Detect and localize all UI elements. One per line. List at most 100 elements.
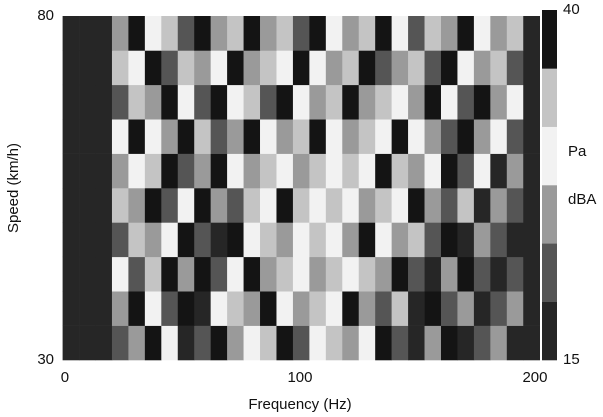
- colorbar-swatch: [542, 68, 557, 127]
- heat-cell: [128, 119, 146, 154]
- heat-cell: [161, 256, 179, 292]
- heat-cell: [342, 256, 360, 292]
- heat-cell: [424, 16, 442, 51]
- heat-cell: [523, 84, 540, 120]
- heat-cell: [408, 153, 425, 189]
- heat-cell: [391, 256, 409, 292]
- heat-cell: [161, 325, 179, 361]
- heat-cell: [325, 119, 343, 154]
- heat-cell: [523, 50, 540, 86]
- heat-cell: [523, 16, 540, 51]
- heat-cell: [523, 325, 540, 361]
- heat-cell: [276, 50, 294, 86]
- colorbar-label: Pa: [568, 143, 587, 160]
- heat-cell: [490, 119, 508, 154]
- heat-cell: [210, 119, 228, 154]
- heat-cell: [95, 325, 113, 361]
- heat-cell: [79, 16, 96, 51]
- colorbar-swatch: [542, 243, 557, 302]
- heat-cell: [358, 222, 376, 258]
- heat-cell: [342, 16, 360, 51]
- heat-cell: [194, 119, 211, 154]
- heat-cell: [391, 50, 409, 86]
- heat-cell: [424, 325, 442, 361]
- heat-cell: [375, 50, 392, 86]
- heat-cell: [144, 50, 162, 86]
- heat-cell: [440, 256, 458, 292]
- heat-cell: [210, 188, 228, 223]
- heat-cell: [490, 188, 508, 223]
- heat-cell: [111, 16, 129, 51]
- heat-cell: [309, 16, 327, 51]
- x-tick-label: 200: [522, 369, 547, 386]
- heat-cell: [490, 153, 508, 189]
- heat-cell: [342, 119, 360, 154]
- heat-cell: [292, 119, 310, 154]
- heat-cell: [243, 16, 261, 51]
- heat-cell: [457, 188, 475, 223]
- heat-cell: [243, 50, 261, 86]
- heat-cell: [440, 291, 458, 326]
- heat-cell: [111, 119, 129, 154]
- heat-cell: [111, 50, 129, 86]
- heat-cell: [177, 153, 195, 189]
- heat-cell: [440, 325, 458, 361]
- heat-cell: [161, 188, 179, 223]
- heat-cell: [227, 188, 244, 223]
- heat-cell: [358, 16, 376, 51]
- heat-cell: [506, 119, 524, 154]
- heat-cell: [260, 84, 277, 120]
- heat-cell: [391, 222, 409, 258]
- heat-cell: [62, 222, 80, 258]
- colorbar-tick-label: 40: [563, 1, 580, 18]
- heat-cell: [391, 188, 409, 223]
- heat-cell: [210, 153, 228, 189]
- heat-cell: [161, 119, 179, 154]
- heat-cell: [424, 119, 442, 154]
- heat-cell: [358, 153, 376, 189]
- heat-cell: [95, 256, 113, 292]
- heat-cell: [391, 16, 409, 51]
- heat-cell: [457, 16, 475, 51]
- heat-cell: [506, 84, 524, 120]
- heat-cell: [260, 256, 277, 292]
- heat-cell: [210, 256, 228, 292]
- x-tick-label: 100: [287, 369, 312, 386]
- heat-cell: [473, 222, 491, 258]
- heat-cell: [325, 188, 343, 223]
- heat-cell: [128, 16, 146, 51]
- heat-cell: [342, 50, 360, 86]
- heat-cell: [62, 325, 80, 361]
- heat-cell: [523, 256, 540, 292]
- heat-cell: [408, 222, 425, 258]
- heat-cell: [490, 291, 508, 326]
- heat-cell: [408, 256, 425, 292]
- heat-cell: [375, 222, 392, 258]
- heat-cell: [309, 153, 327, 189]
- heat-cell: [243, 256, 261, 292]
- heat-cell: [227, 256, 244, 292]
- heat-cell: [391, 291, 409, 326]
- heat-cell: [210, 16, 228, 51]
- heat-cell: [506, 16, 524, 51]
- heat-cell: [111, 188, 129, 223]
- heat-cell: [177, 188, 195, 223]
- heat-cell: [144, 119, 162, 154]
- heat-cell: [408, 16, 425, 51]
- heat-cell: [111, 256, 129, 292]
- y-tick-label: 30: [37, 351, 54, 368]
- heat-cell: [309, 84, 327, 120]
- heat-cell: [227, 16, 244, 51]
- heat-cell: [161, 84, 179, 120]
- heat-cell: [375, 256, 392, 292]
- heat-cell: [95, 188, 113, 223]
- heat-cell: [161, 153, 179, 189]
- heat-cell: [177, 256, 195, 292]
- heat-cell: [375, 153, 392, 189]
- heat-cell: [325, 50, 343, 86]
- heat-cell: [128, 256, 146, 292]
- heat-cell: [325, 325, 343, 361]
- heat-cell: [440, 50, 458, 86]
- heat-cell: [95, 16, 113, 51]
- heat-cell: [95, 291, 113, 326]
